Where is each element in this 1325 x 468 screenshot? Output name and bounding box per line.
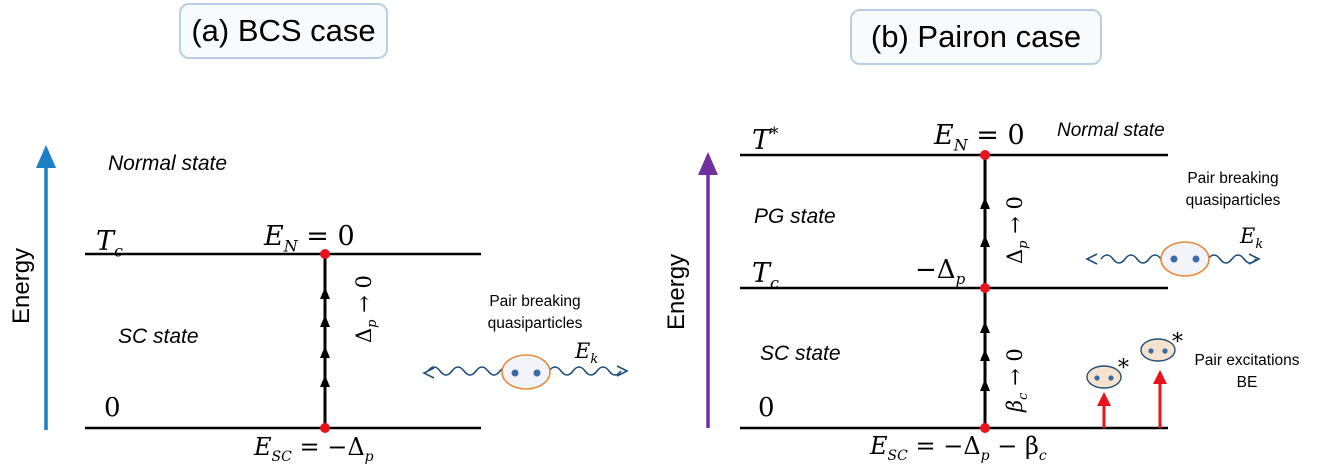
panel-a-ek-subscript: k bbox=[590, 352, 599, 368]
panel-b-esc-rhs2-subscript: c bbox=[1038, 447, 1047, 464]
panel-a-esc-symbol: E bbox=[254, 433, 272, 461]
panel-b-middle-dot bbox=[980, 283, 990, 293]
panel-a-pair-breaking-line2: quasiparticles bbox=[487, 315, 583, 332]
panel-b-energy-axis bbox=[698, 152, 718, 428]
panel-a-pair-breaking-line1: Pair breaking bbox=[489, 293, 581, 310]
panel-b-beta-label: βc → 0 bbox=[1003, 348, 1031, 412]
panel-a-en-label: EN = 0 bbox=[264, 221, 355, 255]
panel-b-mdelta-symbol: −Δ bbox=[915, 255, 956, 285]
panel-a-pair-breaking-graphic bbox=[422, 354, 629, 390]
panel-a-normal-state: Normal state bbox=[108, 152, 228, 175]
panel-b-pair-excitations-text: Pair excitations BE bbox=[1172, 350, 1322, 394]
panel-a-delta-symbol: Δ bbox=[352, 327, 376, 343]
panel-b-top-dot bbox=[980, 150, 990, 160]
panel-b-en-symbol: E bbox=[934, 120, 954, 151]
panel-a-esc-rhs: = −Δ bbox=[291, 433, 365, 461]
panel-b-tc-subscript: c bbox=[770, 273, 779, 293]
panel-a-ek-symbol: E bbox=[575, 339, 591, 363]
panel-a-en-rhs: = 0 bbox=[297, 221, 355, 252]
panel-b-beta-symbol: β bbox=[1003, 399, 1027, 412]
panel-b-zero-label: 0 bbox=[758, 393, 775, 423]
panel-b-pair-excitations-line1: Pair excitations bbox=[1194, 352, 1300, 369]
panel-b-beta-rhs: → 0 bbox=[1003, 348, 1027, 393]
panel-b-pair-breaking-text: Pair breaking quasiparticles bbox=[1163, 168, 1303, 212]
panel-b-sc-state: SC state bbox=[760, 342, 841, 365]
panel-a-bottom-dot bbox=[320, 423, 330, 433]
panel-b-delta-subscript: p bbox=[1016, 240, 1032, 249]
panel-a-top-dot bbox=[320, 249, 330, 259]
panel-b-esc-rhs-subscript: p bbox=[980, 447, 990, 464]
panel-b-tstar-symbol: T bbox=[752, 125, 771, 156]
panel-b-delta-symbol: Δ bbox=[1003, 248, 1027, 264]
panel-b-en-label: EN = 0 bbox=[934, 120, 1025, 154]
panel-b-pair-breaking-line1: Pair breaking bbox=[1187, 170, 1279, 187]
panel-b-tc-symbol: T bbox=[752, 258, 771, 289]
panel-b-tstar-label: T* bbox=[752, 124, 779, 156]
panel-a-title-text: (a) BCS case bbox=[191, 13, 376, 48]
panel-b-pair-breaking-graphic bbox=[1085, 241, 1261, 277]
panel-a-zero-label: 0 bbox=[104, 393, 121, 423]
panel-b-mdelta-label: −Δp bbox=[915, 254, 965, 288]
panel-b-energy-text: Energy bbox=[663, 253, 690, 330]
panel-b-pair-excitations-graphic bbox=[1086, 338, 1176, 428]
panel-a-delta-label: Δp → 0 bbox=[352, 275, 380, 343]
panel-b-beta-subscript: c bbox=[1016, 392, 1032, 400]
panel-b-ek-label: Ek bbox=[1240, 224, 1263, 252]
panel-b-en-subscript: N bbox=[953, 135, 968, 155]
panel-b-delta-label: Δp → 0 bbox=[1003, 196, 1031, 264]
panel-a-title: (a) BCS case bbox=[179, 3, 388, 59]
panel-a-esc-subscript: SC bbox=[271, 448, 292, 465]
panel-b-en-rhs: = 0 bbox=[967, 120, 1025, 151]
panel-a-sc-state: SC state bbox=[118, 325, 199, 348]
panel-a-energy-label: Energy bbox=[8, 248, 36, 324]
panel-b-energy-label: Energy bbox=[663, 254, 691, 330]
panel-b-delta-rhs: → 0 bbox=[1003, 196, 1027, 241]
panel-a-ek-label: Ek bbox=[575, 339, 598, 367]
panel-a-tc-label: Tc bbox=[96, 226, 123, 260]
panel-a-pair-breaking-text: Pair breaking quasiparticles bbox=[465, 291, 605, 335]
panel-a-energy-text: Energy bbox=[8, 247, 35, 324]
panel-b-normal-state: Normal state bbox=[1057, 120, 1165, 141]
panel-a-transition-line bbox=[320, 254, 330, 428]
panel-b-ek-symbol: E bbox=[1240, 224, 1256, 248]
panel-b-title: (b) Pairon case bbox=[850, 9, 1102, 65]
panel-b-mdelta-subscript: p bbox=[955, 270, 966, 289]
panel-b-esc-rhs2: − β bbox=[989, 432, 1039, 460]
panel-b-esc-label: ESC = −Δp − βc bbox=[870, 432, 1047, 464]
panel-b-tstar-superscript: * bbox=[770, 124, 779, 144]
panel-b-title-text: (b) Pairon case bbox=[870, 19, 1082, 54]
panel-a-en-symbol: E bbox=[264, 221, 284, 252]
panel-b-bottom-dot bbox=[980, 423, 990, 433]
panel-b-star-1: * bbox=[1118, 356, 1129, 381]
panel-a-delta-subscript: p bbox=[365, 319, 381, 328]
panel-a-en-subscript: N bbox=[283, 236, 298, 256]
panel-a-tc-symbol: T bbox=[96, 226, 115, 257]
panel-b-pair-excitations-line2: BE bbox=[1236, 374, 1258, 391]
panel-a-delta-rhs: → 0 bbox=[352, 275, 376, 320]
panel-b-esc-rhs: = −Δ bbox=[907, 432, 981, 460]
panel-a-esc-label: ESC = −Δp bbox=[254, 433, 374, 465]
panel-a-esc-rhs-subscript: p bbox=[364, 448, 374, 465]
panel-a-energy-axis bbox=[36, 145, 56, 430]
panel-b-esc-symbol: E bbox=[870, 432, 888, 460]
panel-a-tc-subscript: c bbox=[114, 241, 123, 261]
panel-b-tc-label: Tc bbox=[752, 258, 779, 292]
panel-b-star-2: * bbox=[1172, 330, 1183, 355]
panel-b-pg-state: PG state bbox=[754, 205, 836, 228]
panel-b-pair-breaking-line2: quasiparticles bbox=[1185, 192, 1281, 209]
panel-b-ek-subscript: k bbox=[1255, 237, 1264, 253]
panel-b-esc-subscript: SC bbox=[887, 447, 908, 464]
